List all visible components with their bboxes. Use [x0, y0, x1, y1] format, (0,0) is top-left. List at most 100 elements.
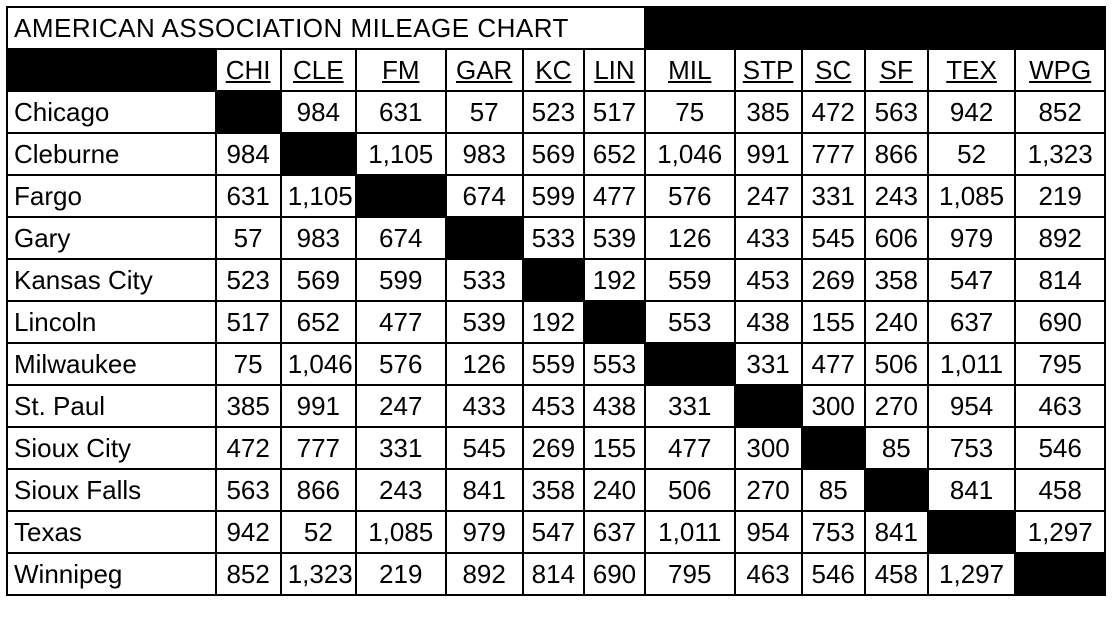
mileage-cell: 358 — [865, 259, 928, 301]
mileage-cell: 533 — [523, 217, 584, 259]
mileage-cell: 477 — [645, 427, 735, 469]
mileage-cell: 547 — [523, 511, 584, 553]
diagonal-black-cell — [446, 217, 523, 259]
mileage-cell: 240 — [584, 469, 645, 511]
mileage-cell: 1,046 — [645, 133, 735, 175]
mileage-cell: 506 — [865, 343, 928, 385]
mileage-cell: 777 — [281, 427, 356, 469]
mileage-cell: 57 — [216, 217, 281, 259]
mileage-cell: 385 — [735, 91, 802, 133]
mileage-cell: 1,297 — [1015, 511, 1105, 553]
mileage-cell: 192 — [584, 259, 645, 301]
mileage-cell: 458 — [1015, 469, 1105, 511]
row-label: Kansas City — [7, 259, 216, 301]
mileage-cell: 506 — [645, 469, 735, 511]
mileage-cell: 690 — [1015, 301, 1105, 343]
mileage-cell: 477 — [356, 301, 446, 343]
mileage-cell: 866 — [281, 469, 356, 511]
mileage-cell: 126 — [645, 217, 735, 259]
mileage-cell: 453 — [735, 259, 802, 301]
mileage-cell: 576 — [645, 175, 735, 217]
mileage-cell: 385 — [216, 385, 281, 427]
row-label: Texas — [7, 511, 216, 553]
mileage-cell: 243 — [865, 175, 928, 217]
mileage-cell: 300 — [802, 385, 865, 427]
mileage-cell: 1,297 — [928, 553, 1016, 595]
mileage-cell: 192 — [523, 301, 584, 343]
mileage-cell: 438 — [735, 301, 802, 343]
table-row: Cleburne9841,1059835696521,0469917778665… — [7, 133, 1105, 175]
column-header: GAR — [446, 49, 523, 91]
mileage-cell: 631 — [356, 91, 446, 133]
diagonal-black-cell — [356, 175, 446, 217]
mileage-cell: 991 — [735, 133, 802, 175]
table-row: Chicago9846315752351775385472563942852 — [7, 91, 1105, 133]
diagonal-black-cell — [281, 133, 356, 175]
mileage-cell: 795 — [1015, 343, 1105, 385]
table-row: Sioux Falls56386624384135824050627085841… — [7, 469, 1105, 511]
mileage-cell: 1,105 — [356, 133, 446, 175]
mileage-cell: 546 — [802, 553, 865, 595]
table-row: Milwaukee751,0465761265595533314775061,0… — [7, 343, 1105, 385]
mileage-cell: 433 — [735, 217, 802, 259]
mileage-cell: 852 — [216, 553, 281, 595]
mileage-cell: 331 — [802, 175, 865, 217]
mileage-cell: 219 — [1015, 175, 1105, 217]
mileage-cell: 331 — [356, 427, 446, 469]
mileage-cell: 243 — [356, 469, 446, 511]
mileage-cell: 463 — [1015, 385, 1105, 427]
mileage-cell: 637 — [584, 511, 645, 553]
mileage-cell: 155 — [584, 427, 645, 469]
mileage-chart-table: AMERICAN ASSOCIATION MILEAGE CHART CHICL… — [6, 6, 1106, 596]
column-header: KC — [523, 49, 584, 91]
mileage-cell: 269 — [523, 427, 584, 469]
mileage-cell: 453 — [523, 385, 584, 427]
mileage-cell: 991 — [281, 385, 356, 427]
mileage-cell: 270 — [865, 385, 928, 427]
mileage-cell: 559 — [523, 343, 584, 385]
mileage-cell: 795 — [645, 553, 735, 595]
table-row: Fargo6311,1056745994775762473312431,0852… — [7, 175, 1105, 217]
diagonal-black-cell — [865, 469, 928, 511]
mileage-cell: 545 — [446, 427, 523, 469]
mileage-cell: 85 — [865, 427, 928, 469]
mileage-cell: 458 — [865, 553, 928, 595]
title-black-fill — [645, 7, 1105, 49]
mileage-cell: 1,011 — [928, 343, 1016, 385]
mileage-cell: 300 — [735, 427, 802, 469]
mileage-cell: 954 — [928, 385, 1016, 427]
mileage-cell: 358 — [523, 469, 584, 511]
mileage-cell: 942 — [216, 511, 281, 553]
mileage-cell: 979 — [446, 511, 523, 553]
mileage-cell: 85 — [802, 469, 865, 511]
mileage-cell: 954 — [735, 511, 802, 553]
mileage-cell: 269 — [802, 259, 865, 301]
mileage-cell: 517 — [584, 91, 645, 133]
mileage-cell: 753 — [928, 427, 1016, 469]
mileage-cell: 75 — [645, 91, 735, 133]
mileage-cell: 472 — [802, 91, 865, 133]
table-row: Lincoln517652477539192553438155240637690 — [7, 301, 1105, 343]
mileage-cell: 892 — [446, 553, 523, 595]
column-header: STP — [735, 49, 802, 91]
mileage-cell: 606 — [865, 217, 928, 259]
mileage-cell: 52 — [281, 511, 356, 553]
row-label: Chicago — [7, 91, 216, 133]
mileage-cell: 477 — [802, 343, 865, 385]
row-header-black-fill — [7, 49, 216, 91]
mileage-cell: 690 — [584, 553, 645, 595]
mileage-cell: 563 — [216, 469, 281, 511]
mileage-cell: 674 — [356, 217, 446, 259]
mileage-cell: 553 — [584, 343, 645, 385]
row-label: St. Paul — [7, 385, 216, 427]
table-row: St. Paul38599124743345343833130027095446… — [7, 385, 1105, 427]
mileage-cell: 1,323 — [281, 553, 356, 595]
mileage-cell: 517 — [216, 301, 281, 343]
mileage-cell: 942 — [928, 91, 1016, 133]
chart-title: AMERICAN ASSOCIATION MILEAGE CHART — [7, 7, 645, 49]
mileage-cell: 545 — [802, 217, 865, 259]
mileage-cell: 247 — [735, 175, 802, 217]
table-row: Kansas City52356959953319255945326935854… — [7, 259, 1105, 301]
mileage-cell: 472 — [216, 427, 281, 469]
diagonal-black-cell — [1015, 553, 1105, 595]
